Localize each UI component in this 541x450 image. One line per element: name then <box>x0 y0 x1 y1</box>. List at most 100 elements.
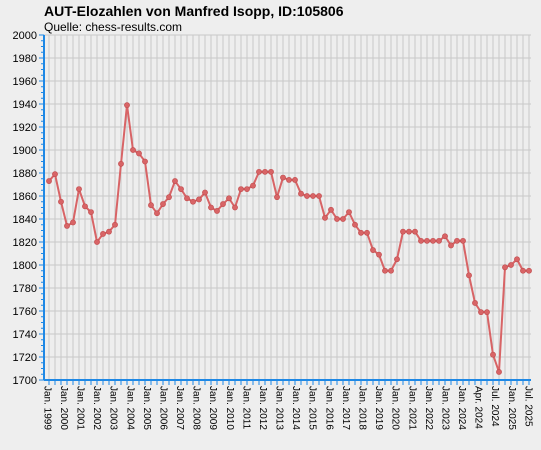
data-point <box>118 160 124 167</box>
data-point <box>154 210 160 217</box>
data-point <box>520 267 526 274</box>
data-point <box>94 239 100 245</box>
y-tick-label: 1720 <box>13 352 37 364</box>
x-tick-label: Jan. 2014 <box>290 386 301 430</box>
data-point <box>106 228 112 235</box>
x-tick-label: Jan. 2019 <box>373 386 384 430</box>
data-point <box>358 229 364 236</box>
y-tick-label: 1780 <box>13 283 37 295</box>
data-point <box>226 195 232 202</box>
x-tick-label: Jan. 2007 <box>174 386 185 430</box>
x-tick-label: Jan. 2003 <box>108 386 119 430</box>
data-point <box>274 194 280 201</box>
x-tick-label: Jan. 2018 <box>356 386 367 430</box>
y-tick-label: 1920 <box>13 122 37 134</box>
data-point <box>280 174 286 181</box>
data-point <box>448 242 454 249</box>
data-point <box>172 178 178 184</box>
data-point <box>418 237 424 244</box>
data-point <box>304 193 310 199</box>
data-point <box>76 186 82 192</box>
x-tick-label: Jan. 2023 <box>439 386 450 430</box>
data-point <box>340 216 346 222</box>
x-tick-label: Jan. 2011 <box>240 386 251 430</box>
data-point <box>208 204 214 211</box>
chart-title: AUT-Elozahlen von Manfred Isopp, ID:1058… <box>44 3 344 19</box>
data-point <box>142 158 148 165</box>
y-tick-label: 1880 <box>13 168 37 180</box>
plot-area <box>44 35 531 380</box>
data-point <box>412 228 418 235</box>
y-tick-label: 1980 <box>13 53 37 65</box>
data-point <box>394 256 400 263</box>
data-point <box>382 267 388 274</box>
data-point <box>256 168 262 175</box>
x-tick-label: Jan. 2024 <box>456 386 467 430</box>
data-point <box>364 229 370 236</box>
data-point <box>526 267 532 274</box>
grid-lines <box>44 34 531 381</box>
data-point <box>64 222 70 229</box>
data-point <box>70 219 76 226</box>
data-point <box>82 203 88 210</box>
data-point <box>514 256 520 263</box>
data-point <box>112 221 118 228</box>
data-point <box>220 201 226 207</box>
data-point <box>160 201 166 207</box>
data-point <box>388 267 394 274</box>
x-tick-label: Jul. 2024 <box>489 386 500 427</box>
data-point <box>286 176 292 183</box>
x-tick-label: Jan. 2020 <box>390 386 401 430</box>
data-point <box>130 147 136 153</box>
x-tick-label: Jan. 2004 <box>124 386 135 430</box>
data-point <box>352 221 358 228</box>
y-tick-label: 1800 <box>13 260 37 272</box>
data-point <box>496 369 502 375</box>
data-point <box>124 102 130 109</box>
y-tick-label: 1700 <box>13 375 37 387</box>
x-tick-label: Jan. 1999 <box>41 386 52 430</box>
x-tick-label: Jan. 2010 <box>224 386 235 430</box>
data-point <box>460 237 466 244</box>
data-point <box>424 237 430 244</box>
data-point <box>328 206 334 213</box>
x-tick-label: Jan. 2021 <box>406 386 417 430</box>
x-tick-label: Jan. 2008 <box>191 386 202 430</box>
y-tick-label: 1940 <box>13 99 37 111</box>
data-point <box>166 194 172 201</box>
y-tick-label: 1960 <box>13 76 37 88</box>
y-tick-label: 1760 <box>13 306 37 318</box>
data-point <box>178 186 184 192</box>
data-point <box>196 196 202 203</box>
data-point <box>238 186 244 192</box>
data-point <box>436 237 442 244</box>
data-point <box>400 228 406 235</box>
data-point <box>442 233 448 240</box>
x-tick-label: Jan. 2016 <box>323 386 334 430</box>
x-axis: Jan. 1999 Jan. 2000 Jan. 2001 Jan. 2002 Jan.… <box>41 379 533 430</box>
data-point <box>232 204 238 211</box>
data-point <box>58 198 64 205</box>
series-line <box>46 102 532 375</box>
data-point <box>406 228 412 235</box>
x-tick-label: Jan. 2001 <box>75 386 86 430</box>
data-point <box>262 168 268 175</box>
data-point <box>346 209 352 215</box>
y-tick-label: 1900 <box>13 145 37 157</box>
data-point <box>370 247 376 253</box>
x-tick-label: Jan. 2002 <box>91 386 102 430</box>
data-point <box>190 198 196 205</box>
x-tick-label: Jan. 2012 <box>257 386 268 430</box>
chart-subtitle: Quelle: chess-results.com <box>44 20 183 34</box>
data-point <box>478 309 484 316</box>
data-point <box>292 176 298 183</box>
data-point <box>454 237 460 244</box>
x-tick-label: Jan. 2015 <box>307 386 318 430</box>
x-tick-label: Jan. 2013 <box>274 386 285 430</box>
data-point <box>430 237 436 244</box>
x-tick-label: Apr. 2024 <box>473 386 484 429</box>
y-tick-label: 1840 <box>13 214 37 226</box>
data-point <box>268 168 274 175</box>
x-tick-label: Jan. 2005 <box>141 386 152 430</box>
data-point <box>46 178 52 184</box>
